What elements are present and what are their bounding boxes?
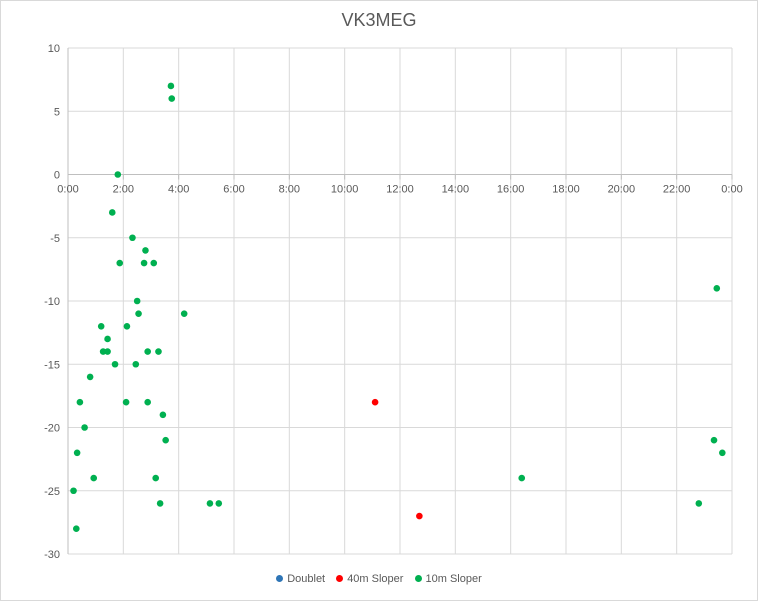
axes bbox=[67, 48, 733, 554]
tick-labels: 10 5 0 -5 -10 -15 -20 -25 -30 0:00 2:00 4:00 6:00 8:0… bbox=[44, 43, 743, 561]
y-tick-label: 10 bbox=[48, 43, 60, 55]
x-tick-label: 12:00 bbox=[386, 184, 414, 196]
y-tick-label: -20 bbox=[44, 423, 60, 435]
legend-entry-doublet: Doublet bbox=[276, 573, 325, 585]
point-10m-sloper bbox=[111, 360, 119, 368]
point-10m-sloper bbox=[155, 348, 162, 355]
legend-marker-10m-sloper bbox=[414, 575, 422, 582]
y-tick-label: -25 bbox=[44, 486, 60, 498]
x-tick-label: 0:00 bbox=[57, 184, 78, 196]
legend-marker-40m-sloper bbox=[336, 575, 344, 582]
y-tick-label: -30 bbox=[44, 549, 60, 561]
y-tick-label: 0 bbox=[54, 170, 60, 182]
point-10m-sloper bbox=[518, 474, 526, 482]
y-tick-label: -5 bbox=[50, 233, 60, 245]
point-10m-sloper bbox=[713, 285, 721, 292]
point-10m-sloper bbox=[144, 398, 151, 406]
y-tick-label: 5 bbox=[54, 106, 60, 118]
y-tick-label: -15 bbox=[44, 359, 60, 371]
legend-entry-10m-sloper: 10m Sloper bbox=[414, 573, 482, 585]
point-10m-sloper bbox=[133, 297, 141, 305]
point-10m-sloper bbox=[215, 500, 223, 507]
legend: Doublet 40m Sloper 10m Sloper bbox=[0, 573, 758, 585]
point-10m-sloper bbox=[81, 424, 88, 431]
data-points bbox=[70, 82, 726, 532]
point-10m-sloper bbox=[142, 247, 149, 254]
point-10m-sloper bbox=[167, 82, 175, 90]
point-10m-sloper bbox=[86, 373, 94, 381]
point-10m-sloper bbox=[156, 500, 164, 507]
legend-label-40m-sloper: 40m Sloper bbox=[347, 573, 404, 585]
point-10m-sloper bbox=[162, 436, 169, 444]
point-10m-sloper bbox=[70, 487, 77, 495]
point-10m-sloper bbox=[123, 323, 131, 330]
point-10m-sloper bbox=[150, 259, 158, 267]
point-10m-sloper bbox=[168, 95, 176, 102]
point-10m-sloper bbox=[104, 335, 111, 343]
legend-entry-40m-sloper: 40m Sloper bbox=[336, 573, 403, 585]
legend-marker-doublet bbox=[276, 575, 284, 582]
point-10m-sloper bbox=[97, 323, 105, 330]
point-10m-sloper bbox=[140, 259, 148, 267]
point-10m-sloper bbox=[122, 398, 130, 406]
x-tick-label: 20:00 bbox=[608, 184, 636, 196]
x-tick-label: 16:00 bbox=[497, 184, 525, 196]
x-tick-label: 4:00 bbox=[168, 184, 189, 196]
x-tick-label: 18:00 bbox=[552, 184, 580, 196]
point-10m-sloper bbox=[710, 436, 718, 444]
point-10m-sloper bbox=[73, 449, 81, 457]
legend-label-doublet: Doublet bbox=[287, 573, 326, 585]
point-10m-sloper bbox=[116, 259, 124, 267]
x-tick-label: 8:00 bbox=[279, 184, 300, 196]
point-10m-sloper bbox=[108, 209, 116, 216]
x-tick-label: 10:00 bbox=[331, 184, 359, 196]
point-10m-sloper bbox=[144, 348, 151, 355]
point-10m-sloper bbox=[132, 360, 140, 368]
point-10m-sloper bbox=[180, 310, 188, 317]
point-10m-sloper bbox=[135, 310, 142, 317]
point-10m-sloper bbox=[90, 474, 98, 482]
x-tick-label: 22:00 bbox=[663, 184, 691, 196]
y-tick-label: -10 bbox=[44, 296, 60, 308]
chart-title: VK3MEG bbox=[341, 10, 417, 30]
point-10m-sloper bbox=[104, 348, 111, 355]
point-40m-sloper bbox=[371, 398, 379, 406]
point-10m-sloper bbox=[152, 474, 160, 482]
point-10m-sloper bbox=[206, 500, 214, 507]
point-10m-sloper bbox=[719, 449, 726, 457]
point-10m-sloper bbox=[695, 500, 703, 507]
x-tick-label: 0:00 bbox=[721, 184, 742, 196]
point-10m-sloper bbox=[76, 398, 84, 406]
point-10m-sloper bbox=[114, 171, 122, 178]
point-10m-sloper bbox=[159, 411, 167, 419]
x-tick-label: 2:00 bbox=[113, 184, 134, 196]
point-10m-sloper bbox=[129, 234, 136, 242]
x-tick-label: 14:00 bbox=[442, 184, 470, 196]
point-10m-sloper bbox=[73, 525, 80, 532]
legend-label-10m-sloper: 10m Sloper bbox=[425, 573, 482, 585]
gridlines bbox=[68, 47, 733, 555]
x-tick-label: 6:00 bbox=[223, 184, 244, 196]
point-40m-sloper bbox=[416, 512, 423, 520]
